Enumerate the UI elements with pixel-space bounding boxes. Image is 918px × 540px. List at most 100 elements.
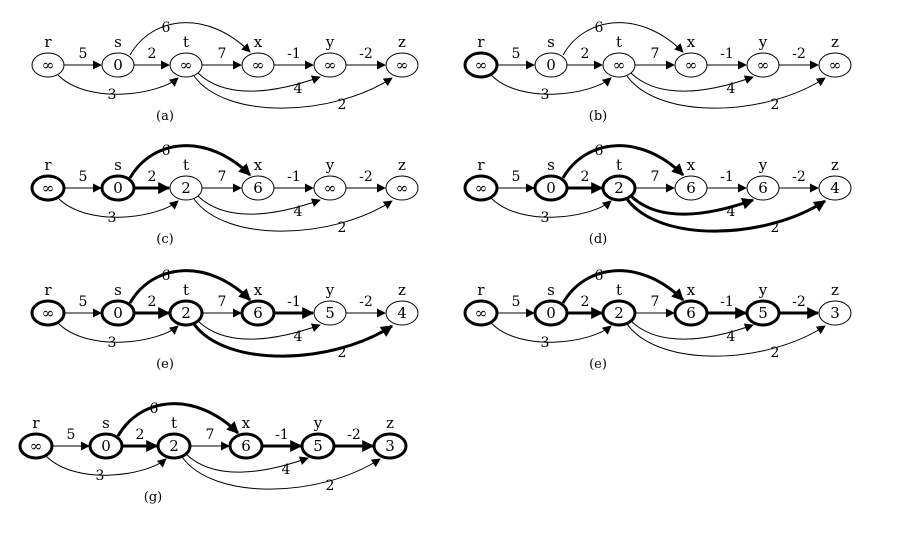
edge-weight-t-y: 4 [294,81,303,97]
node-distance-s: 0 [113,304,123,322]
node-r [31,52,65,78]
edge-weight-r-s: 5 [79,294,88,310]
edge-t-z [626,323,826,357]
panel-caption: (b) [589,109,607,124]
node-distance-s: 0 [113,179,123,197]
node-distance-x: 6 [253,179,263,197]
node-x [673,299,709,327]
edge-weight-s-x: 6 [595,268,604,284]
edge-weight-y-z: -2 [359,294,373,310]
edge-weight-r-t: 3 [541,87,550,103]
edge-t-z [192,323,394,358]
edge-weight-y-z: -2 [792,169,806,185]
node-distance-y: 5 [758,304,768,322]
edge-weight-s-t: 2 [148,46,157,62]
node-z [818,300,852,326]
node-label-r: r [477,156,485,174]
node-distance-y: ∞ [324,179,337,197]
edge-weight-y-z: -2 [347,427,361,443]
node-label-s: s [114,33,122,51]
edge-weight-t-y: 4 [294,204,303,220]
edge-weight-y-z: -2 [792,294,806,310]
node-r [463,299,499,327]
node-label-s: s [547,33,555,51]
node-y [746,52,780,78]
edge-weight-s-x: 6 [162,268,171,284]
node-label-z: z [398,156,406,174]
node-z [385,175,419,201]
node-t [156,432,192,460]
edge-r-t [57,322,179,343]
edge-weight-s-x: 6 [162,143,171,159]
edge-weight-t-x: 7 [651,294,660,310]
edge-weight-r-t: 3 [541,335,550,351]
node-distance-r: ∞ [42,179,55,197]
edge-s-x [128,144,252,179]
edge-weight-t-x: 7 [218,46,227,62]
node-y [300,432,336,460]
node-distance-s: 0 [113,56,123,74]
edge-weight-t-x: 7 [651,46,660,62]
node-label-x: x [254,33,263,51]
edge-weight-r-s: 5 [67,427,76,443]
edge-t-y [630,72,754,92]
node-distance-x: 6 [241,437,251,455]
node-t [168,299,204,327]
node-s [533,174,569,202]
edge-weight-y-z: -2 [792,46,806,62]
node-distance-x: ∞ [252,56,265,74]
node-label-z: z [398,33,406,51]
edge-weight-s-t: 2 [136,427,145,443]
node-s [100,299,136,327]
edge-weight-s-t: 2 [148,294,157,310]
node-s [100,174,136,202]
edge-t-y [197,320,321,340]
edge-weight-s-x: 6 [150,401,159,417]
node-y [313,175,347,201]
edge-weight-t-z: 2 [771,345,780,361]
node-distance-t: 2 [181,304,191,322]
node-y [313,300,347,326]
edge-weight-t-z: 2 [338,220,347,236]
edge-weight-r-t: 3 [108,87,117,103]
edge-weight-t-y: 4 [294,329,303,345]
edge-weight-s-x: 6 [595,143,604,159]
edge-r-t [490,322,612,343]
node-x [674,52,708,78]
node-distance-r: ∞ [42,304,55,322]
node-label-y: y [313,414,323,432]
edge-s-x [561,144,685,179]
node-label-t: t [616,156,622,174]
node-label-y: y [758,156,768,174]
node-t [169,52,203,78]
node-t [602,52,636,78]
node-z [372,432,408,460]
node-s [534,52,568,78]
node-s [101,52,135,78]
node-x [241,175,275,201]
node-y [745,299,781,327]
node-distance-t: ∞ [180,56,193,74]
edge-weight-s-t: 2 [148,169,157,185]
edge-t-y [197,72,321,92]
node-label-z: z [398,281,406,299]
node-label-z: z [386,414,394,432]
node-distance-t: 2 [614,304,624,322]
node-label-s: s [102,414,110,432]
node-label-z: z [831,33,839,51]
edge-weight-t-x: 7 [651,169,660,185]
panel-caption: (e) [156,357,174,372]
edge-weight-t-z: 2 [771,220,780,236]
edge-weight-t-y: 4 [727,81,736,97]
node-distance-z: ∞ [396,179,409,197]
node-label-x: x [687,156,696,174]
node-distance-r: ∞ [30,437,43,455]
edge-t-z [626,75,826,109]
edge-weight-r-t: 3 [96,468,105,484]
node-distance-y: ∞ [757,56,770,74]
